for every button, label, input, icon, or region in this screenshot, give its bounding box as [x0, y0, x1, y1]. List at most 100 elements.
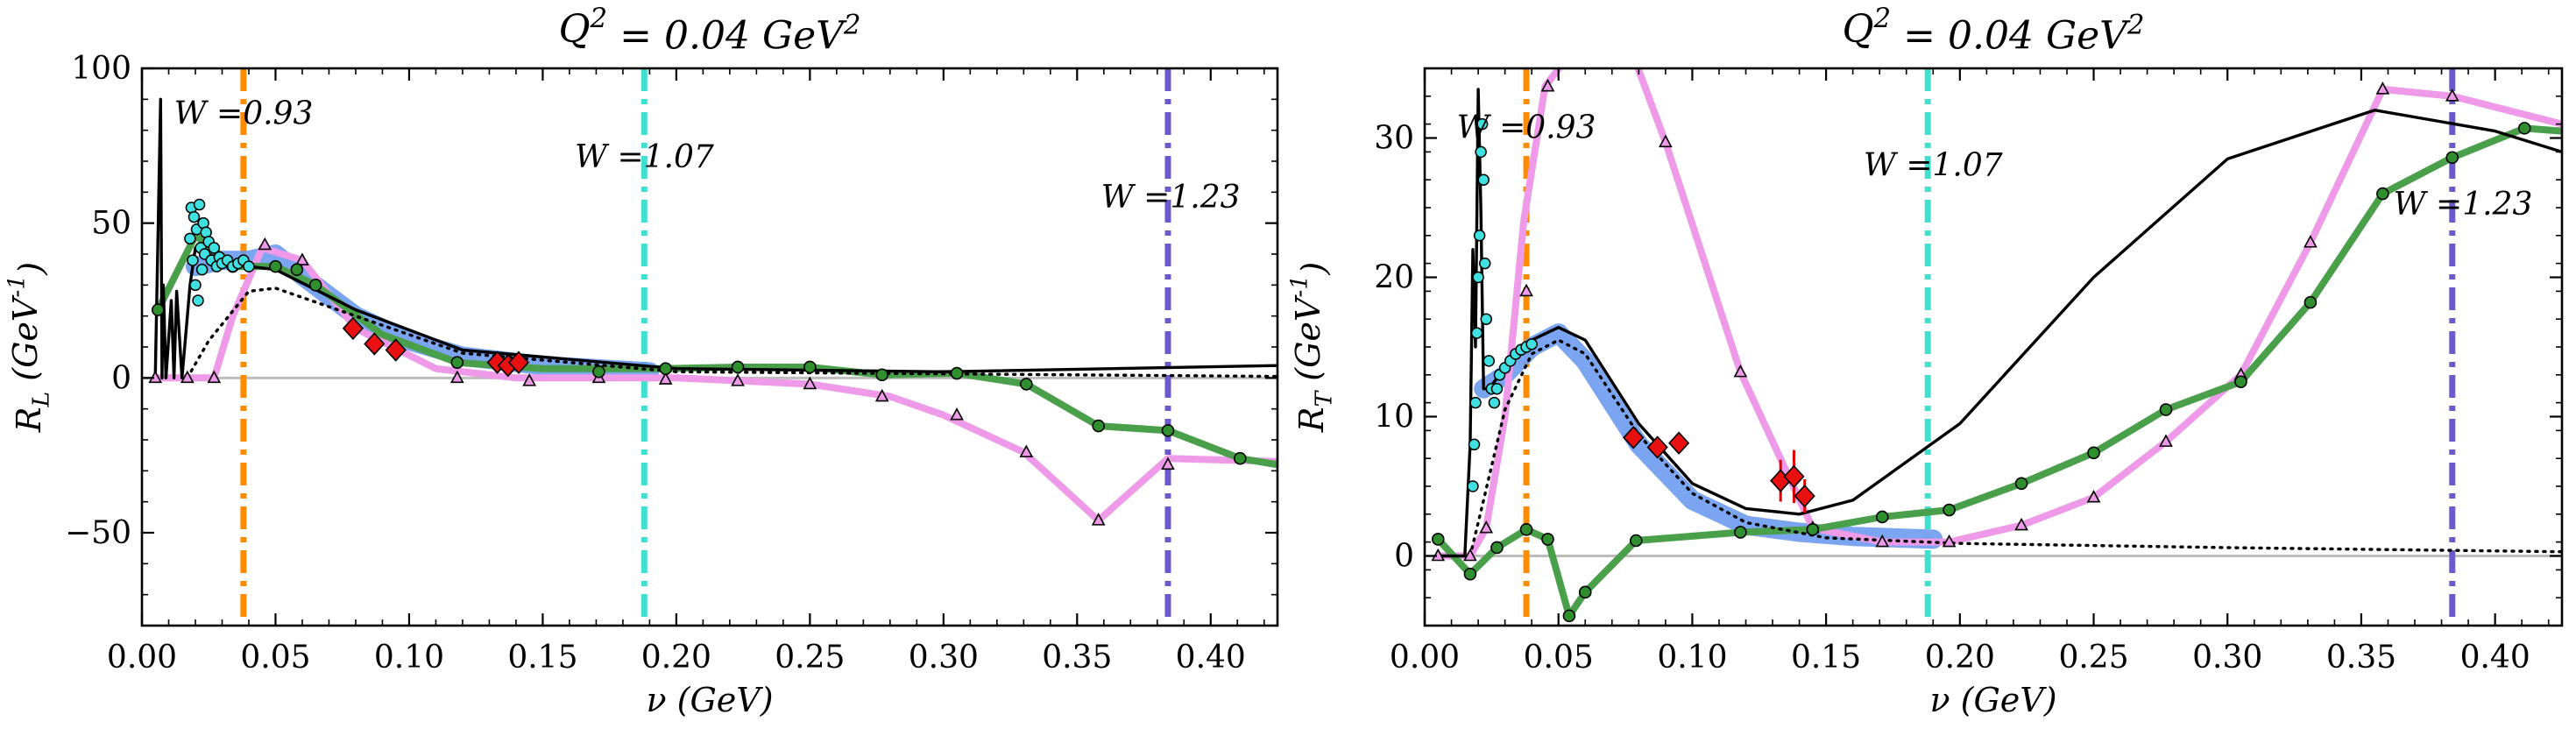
series-pink-line	[152, 244, 1277, 524]
cyan-point	[1490, 382, 1504, 395]
pink-point	[1161, 456, 1175, 471]
plot-area	[142, 68, 1277, 626]
green-point	[2445, 151, 2459, 165]
pink-point	[1733, 364, 1748, 378]
green-point	[1943, 503, 1956, 517]
cyan-point	[1476, 117, 1489, 131]
y-tick-label: 0	[111, 360, 131, 396]
cyan-point	[195, 263, 209, 276]
chart-title: Q2​ = 0.04 GeV2​	[1842, 3, 2144, 58]
cyan-point	[1467, 480, 1479, 492]
pink-point	[950, 407, 964, 421]
red-point	[364, 332, 386, 356]
pink-point	[180, 370, 195, 384]
vertical-line-label-1: W =1.07	[575, 139, 714, 175]
x-tick-label: 0.30	[909, 640, 979, 676]
green-point	[2517, 122, 2531, 135]
x-tick-label: 0.05	[1524, 640, 1594, 676]
y-tick-label: 20	[1374, 260, 1414, 296]
chart-title: Q2​ = 0.04 GeV2​	[558, 3, 860, 58]
green-point	[308, 279, 322, 292]
green-point	[1490, 541, 1504, 555]
red-point	[385, 338, 407, 362]
green-point	[2376, 187, 2389, 201]
x-tick-label: 0.05	[240, 640, 310, 676]
series-band-line	[1474, 323, 1943, 549]
green-point	[450, 356, 464, 369]
cyan-point	[243, 260, 255, 272]
green-point	[1806, 522, 1820, 536]
y-axis-label: RT​ (GeV-1​)	[1285, 262, 1337, 433]
green-point	[1562, 609, 1576, 623]
x-axis-label: ν (GeV)	[646, 681, 773, 719]
green-point	[875, 368, 888, 382]
green-point	[151, 303, 165, 316]
pink-point	[2304, 235, 2318, 248]
cyan-point	[1475, 145, 1487, 159]
x-tick-label: 0.25	[2058, 640, 2128, 676]
cyan-point	[188, 210, 201, 223]
x-tick-label: 0.15	[1791, 640, 1861, 676]
pink-point	[1942, 534, 1957, 548]
cyan-point	[1468, 438, 1481, 451]
y-tick-label: 30	[1374, 121, 1414, 157]
green-point	[1092, 419, 1105, 433]
green-point	[659, 362, 672, 376]
pink-point	[449, 370, 464, 384]
series-green-line	[154, 231, 1277, 469]
y-tick-label: 10	[1374, 400, 1414, 435]
y-tick-label: 0	[1394, 539, 1414, 575]
cyan-point	[187, 254, 199, 266]
vertical-line-label-0: W =0.93	[1457, 110, 1596, 146]
pink-point	[207, 370, 222, 384]
green-point	[1541, 533, 1554, 546]
cyan-point	[189, 279, 202, 292]
green-point	[290, 263, 304, 276]
pink-point	[803, 376, 817, 390]
pink-point	[1875, 534, 1890, 548]
series-dotted-line	[186, 287, 1277, 379]
series-band-line	[186, 244, 660, 382]
green-point	[1519, 522, 1533, 536]
cyan-point	[1469, 396, 1482, 409]
green-point	[269, 259, 282, 273]
pink-point	[2014, 517, 2028, 531]
cyan-point	[193, 198, 206, 211]
cyan-point	[1488, 396, 1501, 409]
cyan-point	[1483, 355, 1496, 367]
x-tick-label: 0.35	[2326, 640, 2396, 676]
red-point	[1794, 484, 1815, 508]
x-tick-label: 0.20	[641, 640, 711, 676]
vertical-line-label-1: W =1.07	[1864, 147, 2003, 183]
y-tick-label: 100	[71, 51, 131, 87]
green-point	[1578, 585, 1592, 599]
cyan-point	[192, 294, 204, 307]
y-tick-label: 50	[91, 206, 131, 242]
pink-point	[2086, 490, 2101, 503]
cyan-point	[1472, 271, 1484, 284]
pink-point	[2159, 434, 2173, 447]
cyan-point	[208, 242, 221, 254]
green-point	[1875, 510, 1889, 524]
green-point	[1431, 533, 1445, 546]
x-tick-label: 0.10	[1657, 640, 1727, 676]
green-point	[1463, 567, 1477, 581]
green-point	[950, 366, 964, 380]
green-point	[1629, 534, 1643, 548]
red-point	[507, 350, 530, 374]
green-point	[1020, 378, 1033, 391]
x-tick-label: 0.00	[107, 640, 177, 676]
vertical-line-label-2: W =1.23	[2394, 187, 2533, 223]
green-point	[1234, 451, 1247, 465]
pink-point	[1659, 134, 1673, 148]
green-point	[803, 360, 817, 374]
series-black-line	[1436, 88, 2562, 558]
red-point	[1783, 464, 1805, 489]
cyan-point	[1478, 257, 1491, 270]
pink-point	[1519, 283, 1533, 297]
series-black-line	[153, 97, 1277, 379]
green-point	[2014, 477, 2028, 491]
cyan-point	[184, 232, 196, 245]
cyan-point	[1525, 338, 1538, 350]
